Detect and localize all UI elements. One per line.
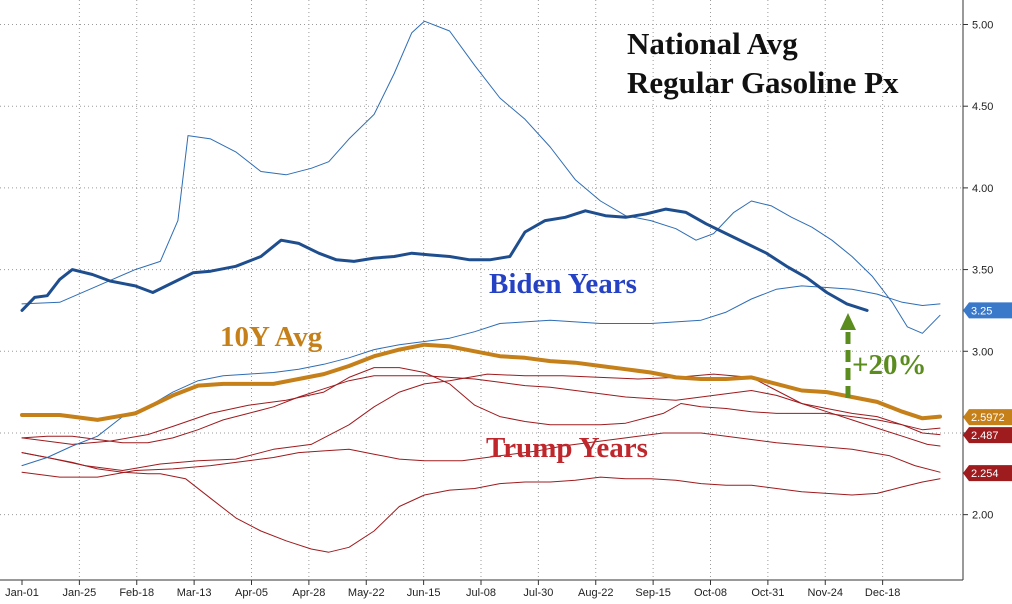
series-line-biden-other (21, 285, 941, 467)
chart-title-line-2: Regular Gasoline Px (627, 65, 899, 100)
x-tick-label: Jan-01 (5, 587, 39, 599)
gridlines (0, 0, 963, 580)
value-tag: 2.5972 (963, 409, 1012, 426)
y-tick-label: 5.00 (972, 20, 993, 32)
series-line-trump (21, 367, 941, 445)
y-tick-label: 4.50 (972, 101, 993, 113)
x-axis-ticks: Jan-01 Jan-25 Feb-18 Mar-13 Apr-05 Apr-28 May-… (5, 580, 900, 599)
biden-years-label: Biden Years (489, 268, 637, 300)
x-tick-label: Jun-15 (407, 587, 441, 599)
x-tick-label: Oct-31 (751, 587, 784, 599)
value-tag: 3.25 (963, 302, 1012, 319)
value-tag-box (963, 302, 1012, 319)
value-tag: 2.487 (963, 427, 1012, 444)
x-tick-label: Jul-30 (523, 587, 553, 599)
x-tick-label: May-22 (348, 587, 385, 599)
y-tick-label: 3.00 (972, 346, 993, 358)
value-tag-box (963, 465, 1012, 482)
value-tags: 3.25 2.5972 2.487 2.254 (963, 302, 1012, 482)
series-line-biden-current (20, 207, 869, 312)
x-tick-label: Jan-25 (63, 587, 97, 599)
x-tick-label: Jul-08 (466, 587, 496, 599)
x-tick-label: Oct-08 (694, 587, 727, 599)
value-tag-box (963, 409, 1012, 426)
value-tag-label: 2.5972 (971, 412, 1005, 424)
value-tag-box (963, 427, 1012, 444)
y-tick-label: 4.00 (972, 183, 993, 195)
series-line-trump (21, 375, 941, 444)
y-tick-label: 3.50 (972, 265, 993, 277)
y-tick-label: 2.00 (972, 510, 993, 522)
x-tick-label: Aug-22 (578, 587, 613, 599)
series-line-ten-year-avg (20, 342, 942, 422)
change-percent-label: +20% (852, 349, 927, 381)
value-tag-label: 3.25 (971, 305, 992, 317)
x-tick-label: Apr-05 (235, 587, 268, 599)
trump-years-label: Trump Years (486, 432, 648, 464)
x-tick-label: Mar-13 (177, 587, 212, 599)
x-tick-label: Apr-28 (292, 587, 325, 599)
value-tag-label: 2.254 (971, 468, 999, 480)
x-tick-label: Dec-18 (865, 587, 900, 599)
ten-year-avg-label: 10Y Avg (220, 321, 323, 353)
x-tick-label: Feb-18 (119, 587, 154, 599)
value-tag: 2.254 (963, 465, 1012, 482)
value-tag-label: 2.487 (971, 430, 999, 442)
change-arrow-head (840, 313, 856, 330)
chart-title-line-1: National Avg (627, 26, 798, 61)
x-tick-label: Nov-24 (808, 587, 843, 599)
series-lines (20, 20, 942, 553)
x-tick-label: Sep-15 (635, 587, 670, 599)
series-line-biden-other (21, 20, 941, 334)
series-line-trump (21, 432, 941, 478)
series-line-trump (21, 452, 941, 553)
series-line-trump (21, 373, 941, 471)
